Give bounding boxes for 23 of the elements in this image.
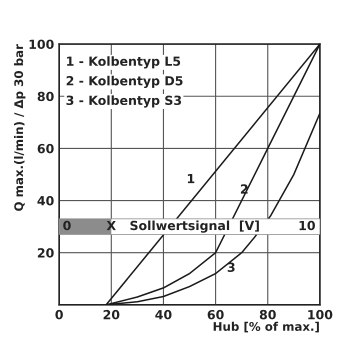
annotation: 1 - Kolbentyp L5 <box>67 56 180 68</box>
annotation: 10 <box>300 220 315 230</box>
x-tick-label: 80 <box>260 310 276 320</box>
x-tick-label: 100 <box>308 310 332 320</box>
annotation: 2 - Kolbentyp D5 <box>66 76 183 88</box>
y-tick-label: 40 <box>37 196 54 206</box>
series-label: 3 <box>228 262 235 272</box>
series-label: 2 <box>240 184 248 194</box>
y-axis-title: Q max.(l/min) / Δp 30 bar <box>14 44 26 211</box>
x-tick-label: 60 <box>208 310 224 320</box>
annotation: X <box>106 220 116 230</box>
annotation: 3 - Kolbentyp S3 <box>66 95 182 108</box>
y-tick-label: 80 <box>38 92 54 102</box>
annotation: 0 <box>63 220 71 230</box>
x-tick-label: 20 <box>104 310 120 320</box>
annotation: Sollwertsignal [V] <box>130 220 259 233</box>
x-axis-title: Hub [% of max.] <box>214 322 319 332</box>
y-tick-label: 60 <box>38 144 54 154</box>
y-tick-label: 20 <box>38 248 54 258</box>
series-label: 1 <box>188 174 194 184</box>
x-tick-label: 0 <box>55 310 63 320</box>
y-tick-label: 100 <box>30 40 54 50</box>
x-tick-label: 40 <box>155 310 172 320</box>
